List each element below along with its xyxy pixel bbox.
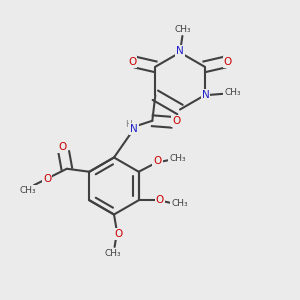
Text: H: H <box>125 120 132 129</box>
Text: N: N <box>130 124 138 134</box>
Text: O: O <box>172 116 180 126</box>
Text: O: O <box>58 142 66 152</box>
Text: O: O <box>43 174 51 184</box>
Text: O: O <box>156 195 164 205</box>
Text: O: O <box>128 57 136 67</box>
Text: CH₃: CH₃ <box>171 199 188 208</box>
Text: CH₃: CH₃ <box>20 186 36 195</box>
Text: O: O <box>154 156 162 166</box>
Text: CH₃: CH₃ <box>175 25 192 34</box>
Text: N: N <box>176 46 184 56</box>
Text: CH₃: CH₃ <box>169 154 186 163</box>
Text: O: O <box>224 57 232 67</box>
Text: O: O <box>114 229 123 239</box>
Text: CH₃: CH₃ <box>105 249 122 258</box>
Text: N: N <box>202 90 209 100</box>
Text: CH₃: CH₃ <box>224 88 241 97</box>
